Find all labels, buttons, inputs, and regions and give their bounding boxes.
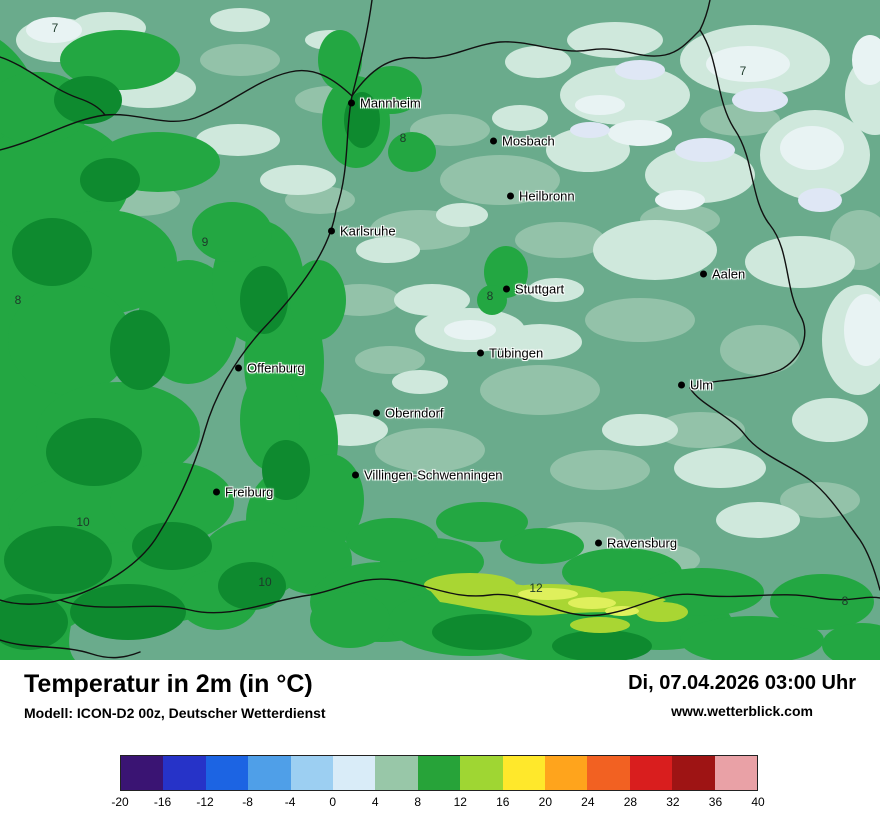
- city-dot-icon: [490, 137, 497, 145]
- legend-segment: [290, 756, 334, 790]
- temperature-value: 12: [529, 581, 543, 595]
- legend-tick: 32: [666, 795, 680, 809]
- legend-tick: -4: [284, 795, 296, 809]
- city-dot-icon: [235, 364, 242, 372]
- temperature-value: 8: [841, 594, 849, 608]
- city-dot-icon: [507, 192, 514, 200]
- city-marker: Ravensburg: [595, 536, 677, 551]
- legend-segment: [248, 756, 291, 790]
- city-layer: Mannheim Mosbach Heilbronn Karlsruhe Aalen St…: [213, 96, 745, 551]
- city-marker: Mosbach: [490, 134, 555, 149]
- legend-tick: 4: [371, 795, 379, 809]
- city-marker: Mannheim: [348, 96, 421, 111]
- city-marker: Ulm: [678, 378, 713, 393]
- weather-map: 7 7 8 9 8 8 10 10 12 8 Mannheim Mosbach Heilbronn Ka…: [0, 0, 880, 660]
- legend-tick: 36: [708, 795, 723, 809]
- city-dot-icon: [503, 285, 510, 293]
- legend-tick: 0: [329, 795, 336, 809]
- legend-segment: [587, 756, 630, 790]
- legend-segment: [333, 756, 376, 790]
- city-label: Karlsruhe: [340, 223, 396, 239]
- legend-tick: 40: [751, 795, 765, 809]
- city-label: Mosbach: [502, 133, 555, 149]
- page-title: Temperatur in 2m (in °C): [24, 670, 313, 698]
- temperature-field: [0, 0, 880, 660]
- website-text: www.wetterblick.com: [671, 703, 813, 719]
- legend-tick: -20: [111, 795, 129, 809]
- legend-segment: [163, 756, 206, 790]
- city-dot-icon: [213, 488, 220, 496]
- city-dot-icon: [328, 227, 335, 235]
- temperature-value: 10: [258, 575, 272, 589]
- city-label: Stuttgart: [515, 281, 565, 297]
- city-label: Heilbronn: [519, 188, 575, 204]
- city-marker: Karlsruhe: [328, 224, 396, 239]
- city-marker: Aalen: [700, 267, 745, 282]
- legend-tick: 8: [414, 795, 422, 809]
- city-label: Mannheim: [360, 95, 421, 111]
- temperature-value: 8: [399, 131, 407, 145]
- legend-ticks: -20 -16 -12 -8 -4 0 4 8 12 16 20 24 28 32 36 40: [111, 795, 764, 813]
- temp-layer: 7 7 8 9 8 8 10 10 12 8: [14, 21, 849, 608]
- legend-tick: -16: [153, 795, 172, 809]
- legend: -20 -16 -12 -8 -4 0 4 8 12 16 20 24 28 32 36 40: [111, 755, 765, 813]
- legend-tick: 16: [496, 795, 510, 809]
- legend-segment: [121, 756, 164, 790]
- temperature-value: 7: [51, 21, 59, 35]
- temperature-value: 9: [201, 235, 209, 249]
- legend-tick: -8: [242, 795, 253, 809]
- city-label: Offenburg: [247, 360, 305, 376]
- legend-bar: [120, 755, 758, 791]
- city-marker: Oberndorf: [373, 406, 444, 421]
- city-label: Ravensburg: [607, 535, 678, 551]
- city-dot-icon: [373, 409, 380, 417]
- city-marker: Stuttgart: [503, 282, 564, 297]
- legend-segment: [205, 756, 249, 790]
- city-dot-icon: [595, 539, 602, 547]
- info-panel: Temperatur in 2m (in °C) Modell: ICON-D2…: [0, 660, 880, 830]
- legend-segment: [629, 756, 673, 790]
- legend-tick: 20: [538, 795, 553, 809]
- city-label: Tübingen: [489, 345, 544, 361]
- city-label: Ulm: [690, 377, 714, 393]
- city-dot-icon: [477, 349, 484, 357]
- temperature-value: 8: [486, 289, 494, 303]
- city-marker: Heilbronn: [507, 189, 575, 204]
- city-dot-icon: [348, 99, 355, 107]
- city-marker: Tübingen: [477, 346, 543, 361]
- city-marker: Freiburg: [213, 485, 273, 500]
- legend-tick: 28: [623, 795, 638, 809]
- legend-segment: [375, 756, 418, 790]
- forecast-datetime: Di, 07.04.2026 03:00 Uhr: [628, 672, 856, 694]
- model-info: Modell: ICON-D2 00z, Deutscher Wetterdie…: [24, 704, 326, 721]
- city-label: Freiburg: [225, 484, 274, 500]
- legend-segment: [714, 756, 758, 790]
- city-label: Aalen: [712, 266, 746, 282]
- legend-segment: [460, 756, 503, 790]
- legend-segment: [545, 756, 588, 790]
- city-dot-icon: [678, 381, 685, 389]
- city-dot-icon: [700, 270, 707, 278]
- city-dot-icon: [352, 471, 359, 479]
- temperature-value: 10: [76, 515, 90, 529]
- legend-tick: 24: [581, 795, 595, 809]
- city-marker: Villingen-Schwenningen: [352, 468, 503, 483]
- city-label: Villingen-Schwenningen: [364, 467, 503, 483]
- temperature-value: 8: [14, 293, 22, 307]
- legend-tick: -12: [196, 795, 214, 809]
- city-label: Oberndorf: [385, 405, 444, 421]
- legend-segment: [417, 756, 461, 790]
- temperature-value: 7: [739, 64, 747, 78]
- legend-segment: [502, 756, 546, 790]
- legend-tick: 12: [453, 795, 467, 809]
- city-marker: Offenburg: [235, 361, 305, 376]
- border-lines: [0, 0, 880, 659]
- legend-segment: [672, 756, 715, 790]
